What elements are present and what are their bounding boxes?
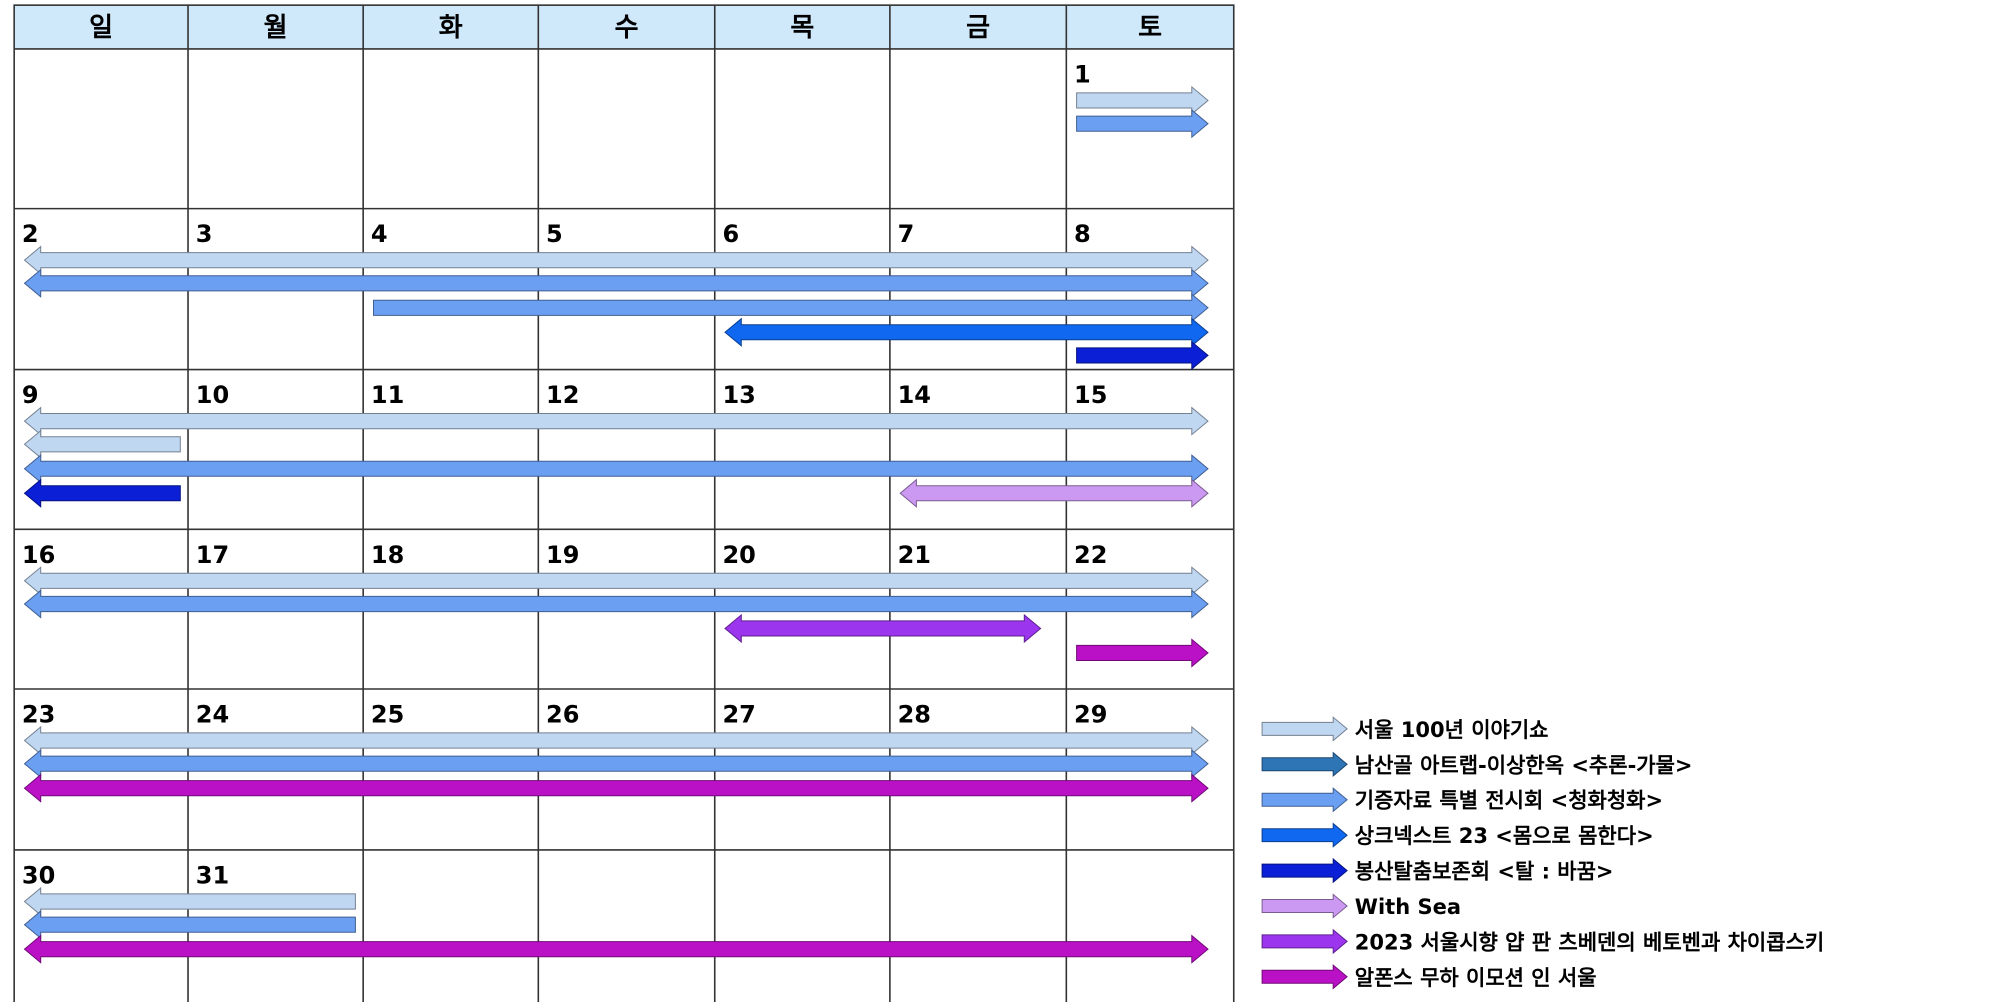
day-number: 19 [546, 541, 579, 569]
day-number: 3 [196, 220, 213, 248]
legend-label: 2023 서울시향 얍 판 츠베덴의 베토벤과 차이콥스키 [1355, 930, 1824, 954]
legend-swatch [1261, 822, 1348, 848]
legend-swatch [1261, 928, 1348, 955]
event-bar [23, 589, 1209, 619]
day-number: 2 [22, 220, 39, 248]
day-number: 6 [722, 220, 739, 248]
calendar-border [13, 4, 1235, 1002]
event-bar [23, 245, 1209, 275]
day-number: 8 [1074, 220, 1091, 248]
day-number: 5 [546, 220, 563, 248]
legend-swatch [1261, 716, 1348, 742]
day-number: 25 [371, 700, 404, 728]
day-number: 18 [371, 541, 404, 569]
legend-label: With Sea [1355, 895, 1461, 919]
day-number: 20 [722, 541, 755, 569]
event-bar [23, 268, 1209, 298]
day-number: 14 [898, 381, 931, 409]
day-number: 13 [722, 381, 755, 409]
event-bar [1076, 85, 1209, 116]
event-bar [373, 293, 1209, 323]
weekday-label: 일 [89, 13, 113, 43]
event-bar [724, 317, 1209, 347]
calendar-grid [13, 4, 1235, 1002]
day-number: 31 [196, 861, 229, 889]
weekday-label: 월 [264, 13, 288, 43]
event-bar [23, 406, 1209, 436]
day-number: 11 [371, 381, 404, 409]
event-bar [23, 886, 356, 917]
weekday-label: 화 [439, 13, 463, 43]
event-bar [23, 773, 1209, 803]
event-bar [1076, 638, 1209, 668]
day-number: 7 [898, 220, 915, 248]
weekday-label: 토 [1138, 13, 1162, 43]
event-bars [23, 85, 1209, 964]
event-bar [23, 566, 1209, 596]
day-number: 30 [22, 861, 55, 889]
header-background [14, 5, 1234, 49]
legend-label: 상크넥스트 23 <몸으로 몸한다> [1355, 824, 1654, 848]
legend-swatch [1261, 857, 1348, 884]
day-number: 21 [898, 541, 931, 569]
day-number: 28 [898, 700, 931, 728]
day-number: 10 [196, 381, 229, 409]
day-number: 29 [1074, 700, 1107, 728]
legend-label: 봉산탈춤보존회 <탈 : 바꿈> [1355, 860, 1614, 884]
legend-label: 남산골 아트랩-이상한옥 <추론-가물> [1355, 753, 1693, 777]
weekday-label: 목 [790, 13, 814, 43]
day-number: 27 [722, 700, 755, 728]
legend-swatch [1261, 964, 1348, 990]
event-bar [23, 478, 181, 508]
day-number: 22 [1074, 541, 1107, 569]
event-bar [23, 934, 1209, 964]
event-bar [23, 725, 1209, 756]
day-number: 24 [196, 700, 229, 728]
legend-label: 서울 100년 이야기쇼 [1355, 718, 1549, 742]
legend-swatch [1261, 893, 1348, 919]
legend-swatch [1261, 787, 1348, 813]
legend-swatch [1261, 751, 1348, 777]
event-bar [23, 429, 181, 459]
event-bar [1076, 109, 1209, 139]
event-bar [23, 910, 356, 940]
weekday-label: 금 [966, 13, 990, 43]
event-bar [23, 749, 1209, 779]
event-bar [23, 454, 1209, 484]
legend-label: 알폰스 무하 이모션 인 서울 [1355, 966, 1597, 990]
day-number: 12 [546, 381, 579, 409]
legend-label: 기증자료 특별 전시회 <청화청화> [1355, 789, 1663, 813]
day-number: 16 [22, 541, 55, 569]
day-number: 17 [196, 541, 229, 569]
event-bar [724, 613, 1042, 644]
day-number: 23 [22, 700, 55, 728]
day-number: 4 [371, 220, 388, 248]
event-bar [1076, 340, 1209, 371]
weekday-label: 수 [615, 13, 639, 43]
day-number: 9 [22, 381, 39, 409]
day-number: 1 [1074, 60, 1091, 88]
event-bar [899, 478, 1209, 508]
day-number: 26 [546, 700, 579, 728]
day-number: 15 [1074, 381, 1107, 409]
